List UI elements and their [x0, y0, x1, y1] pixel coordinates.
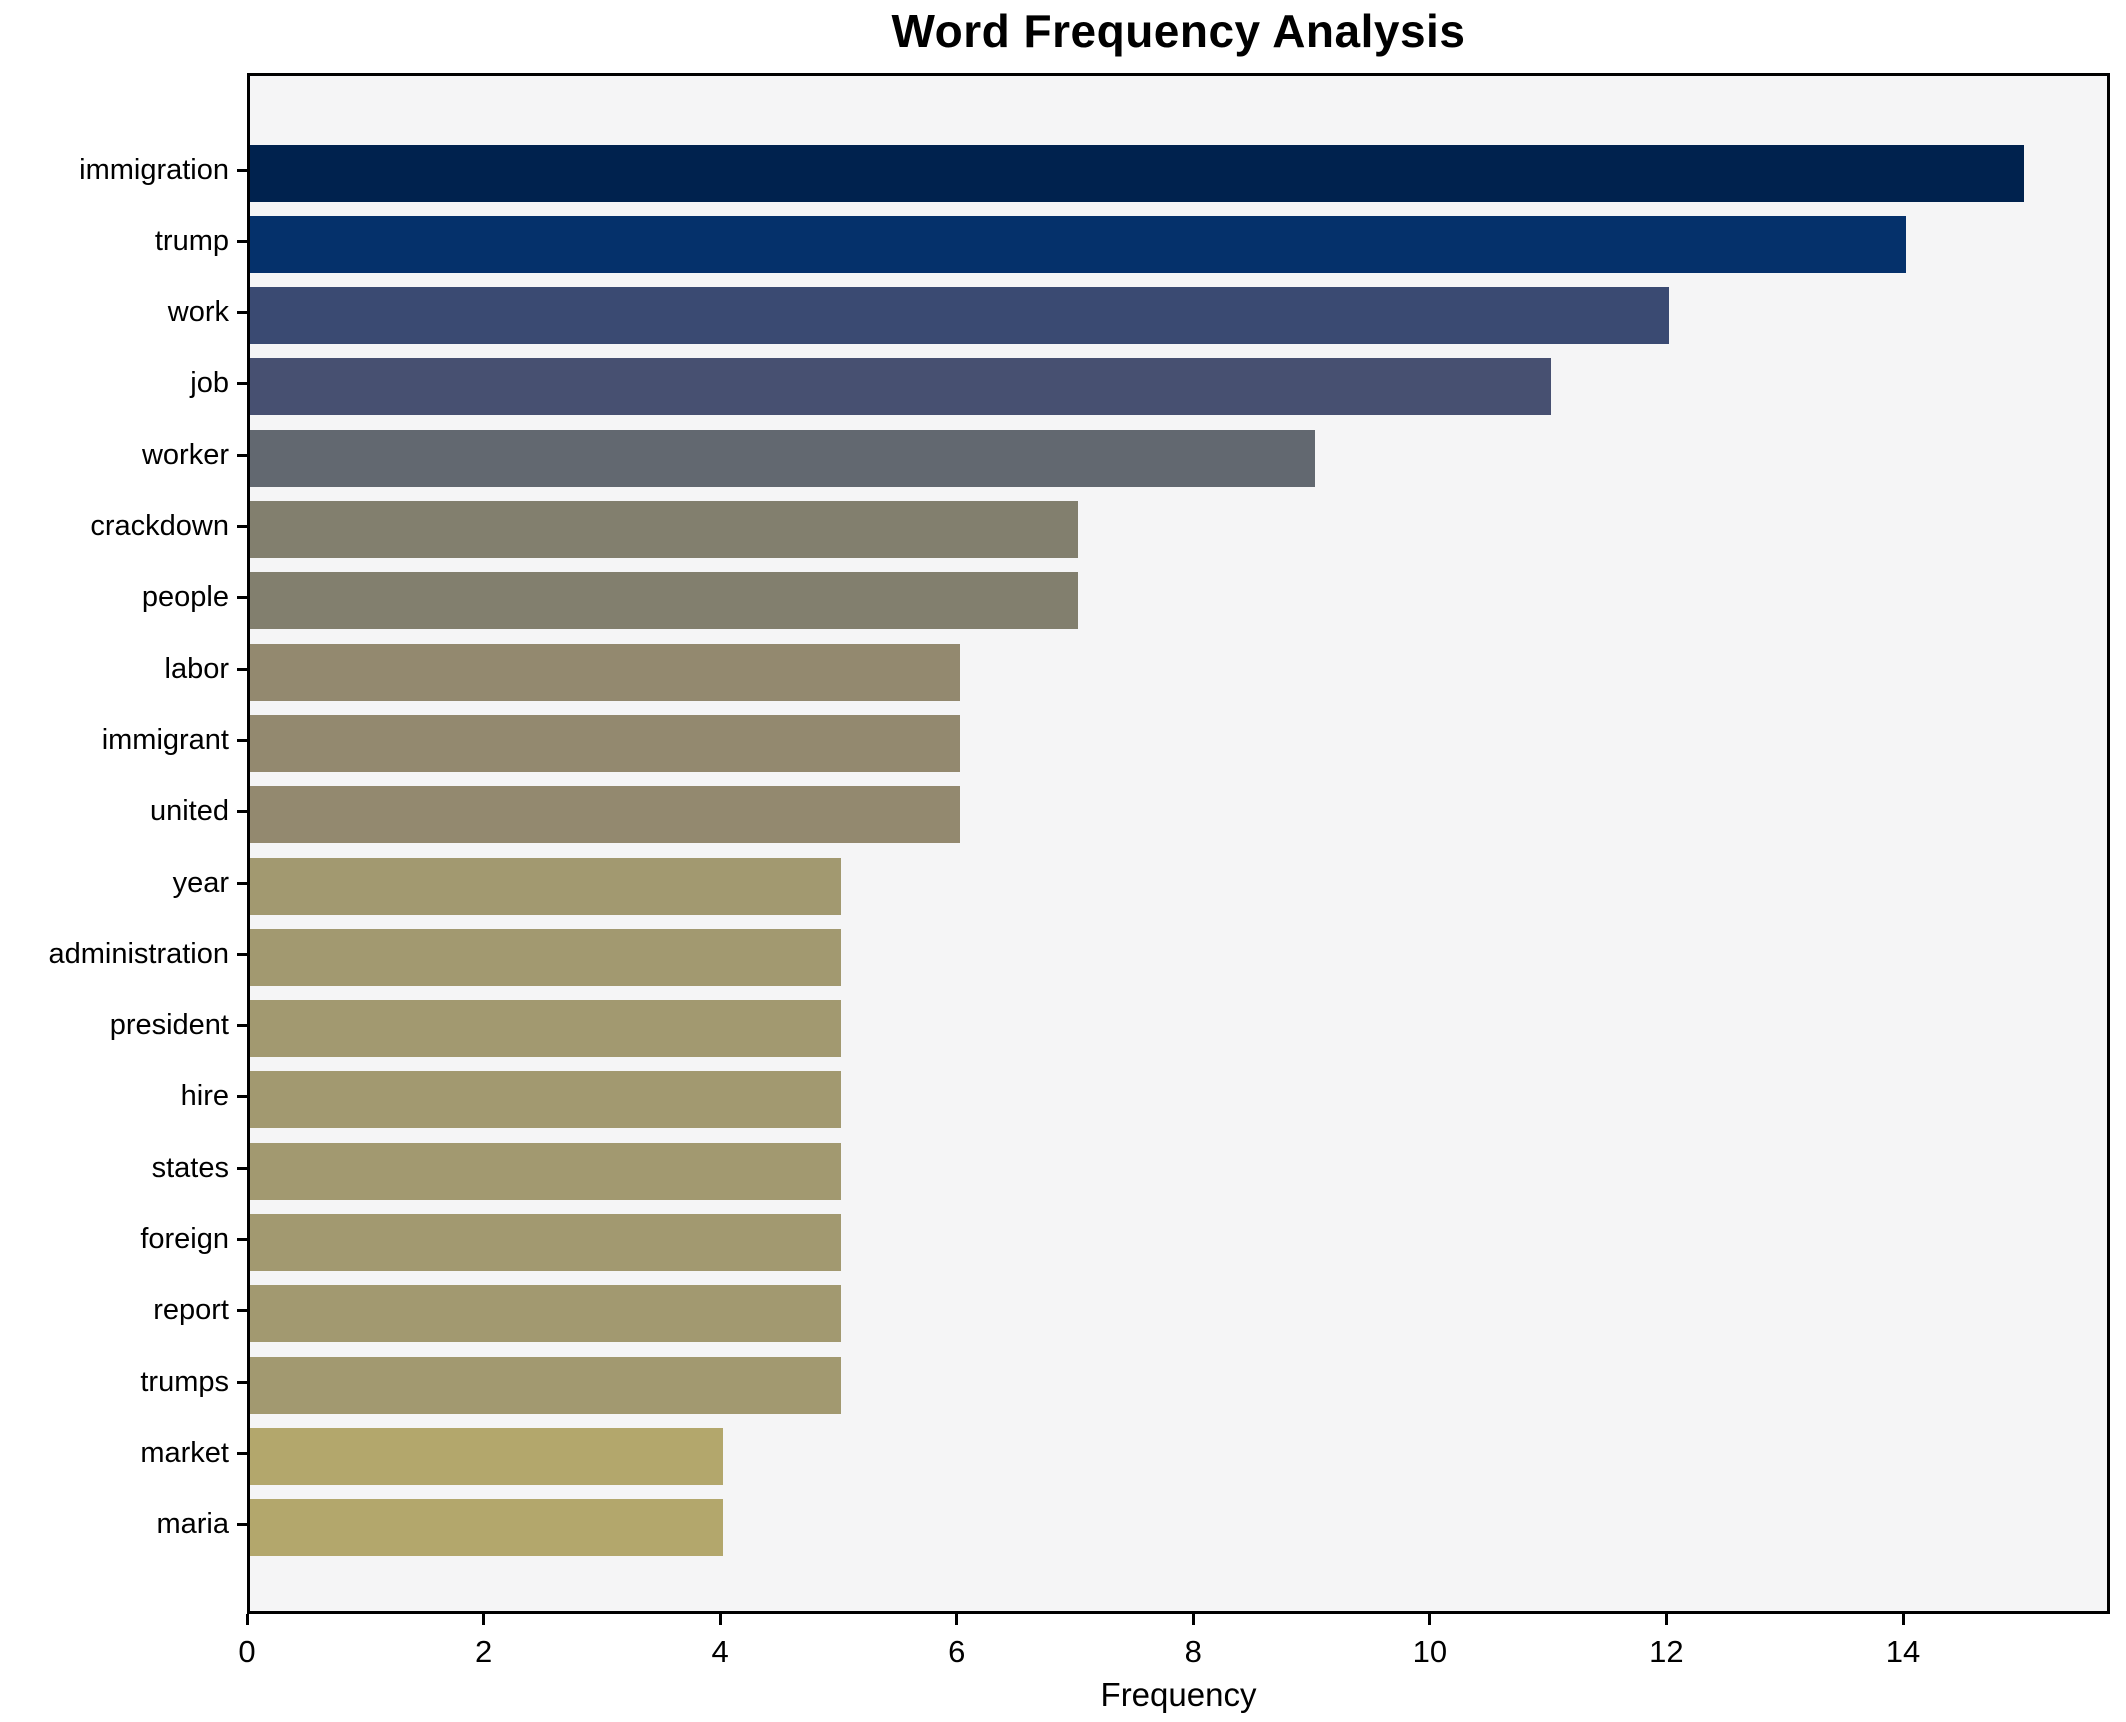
y-tick-label-report: report [153, 1294, 229, 1327]
bar-foreign [250, 1214, 842, 1271]
y-tick-administration [237, 952, 247, 956]
bar-people [250, 572, 1078, 630]
y-tick-label-administration: administration [48, 937, 229, 970]
x-tick-8 [1191, 1614, 1195, 1625]
y-tick-labor [237, 667, 247, 671]
bar-crackdown [250, 501, 1078, 558]
bar-worker [250, 429, 1315, 487]
y-tick-immigration [237, 168, 247, 172]
y-tick-worker [237, 453, 247, 457]
bar-administration [250, 928, 842, 986]
y-tick-people [237, 596, 247, 600]
x-tick-14 [1901, 1614, 1905, 1625]
bar-president [250, 1000, 842, 1058]
x-tick-2 [482, 1614, 486, 1625]
y-tick-job [237, 382, 247, 386]
bar-states [250, 1142, 842, 1200]
y-tick-label-foreign: foreign [140, 1223, 229, 1255]
x-tick-10 [1428, 1614, 1432, 1625]
y-tick-label-immigration: immigration [79, 153, 229, 186]
x-axis-title: Frequency [1100, 1676, 1257, 1713]
y-tick-market [237, 1451, 247, 1455]
x-tick-label-12: 12 [1649, 1634, 1684, 1669]
y-tick-immigrant [237, 738, 247, 742]
y-tick-label-trumps: trumps [140, 1365, 229, 1398]
chart-title: Word Frequency Analysis [891, 5, 1466, 57]
y-tick-label-labor: labor [164, 652, 230, 685]
y-tick-label-trump: trump [154, 224, 229, 257]
bar-immigration [250, 144, 2025, 202]
y-tick-report [237, 1309, 247, 1313]
bar-labor [250, 643, 960, 701]
bar-market [250, 1427, 724, 1485]
x-tick-label-14: 14 [1885, 1634, 1921, 1669]
y-tick-year [237, 881, 247, 885]
y-tick-label-job: job [190, 367, 229, 400]
bar-year [250, 857, 842, 915]
bar-job [250, 358, 1552, 416]
y-tick-label-states: states [151, 1151, 229, 1184]
x-tick-label-4: 4 [711, 1634, 729, 1669]
y-tick-label-worker: worker [141, 438, 229, 471]
x-tick-0 [245, 1614, 249, 1625]
y-tick-president [237, 1024, 247, 1028]
bar-trumps [250, 1356, 842, 1414]
y-tick-label-hire: hire [180, 1080, 229, 1113]
y-tick-hire [237, 1095, 247, 1099]
y-tick-label-maria: maria [156, 1508, 229, 1541]
x-tick-4 [718, 1614, 722, 1625]
x-tick-12 [1664, 1614, 1668, 1625]
y-tick-label-market: market [140, 1436, 229, 1469]
y-tick-maria [237, 1523, 247, 1527]
bar-trump [250, 215, 1906, 273]
bar-work [250, 287, 1670, 345]
y-tick-label-crackdown: crackdown [90, 510, 229, 542]
bar-immigrant [250, 714, 960, 772]
y-tick-crackdown [237, 525, 247, 528]
y-tick-foreign [237, 1238, 247, 1241]
y-tick-label-united: united [149, 795, 229, 828]
y-tick-united [237, 810, 247, 814]
bar-united [250, 786, 960, 844]
y-tick-trumps [237, 1380, 247, 1384]
y-tick-label-work: work [167, 296, 229, 329]
x-tick-label-0: 0 [238, 1634, 256, 1669]
y-tick-label-people: people [141, 581, 229, 614]
x-tick-6 [955, 1614, 959, 1625]
y-tick-label-immigrant: immigrant [101, 723, 229, 756]
bar-hire [250, 1071, 842, 1129]
x-tick-label-10: 10 [1412, 1634, 1448, 1669]
y-tick-label-year: year [172, 866, 229, 899]
y-tick-trump [237, 239, 247, 243]
bar-maria [250, 1499, 724, 1557]
y-tick-label-president: president [109, 1009, 229, 1042]
y-tick-states [237, 1166, 247, 1170]
y-tick-work [237, 311, 247, 315]
x-tick-label-6: 6 [948, 1634, 966, 1669]
x-tick-label-8: 8 [1184, 1634, 1202, 1669]
bar-report [250, 1285, 842, 1343]
x-tick-label-2: 2 [474, 1634, 493, 1669]
plot-area [247, 73, 2110, 1614]
